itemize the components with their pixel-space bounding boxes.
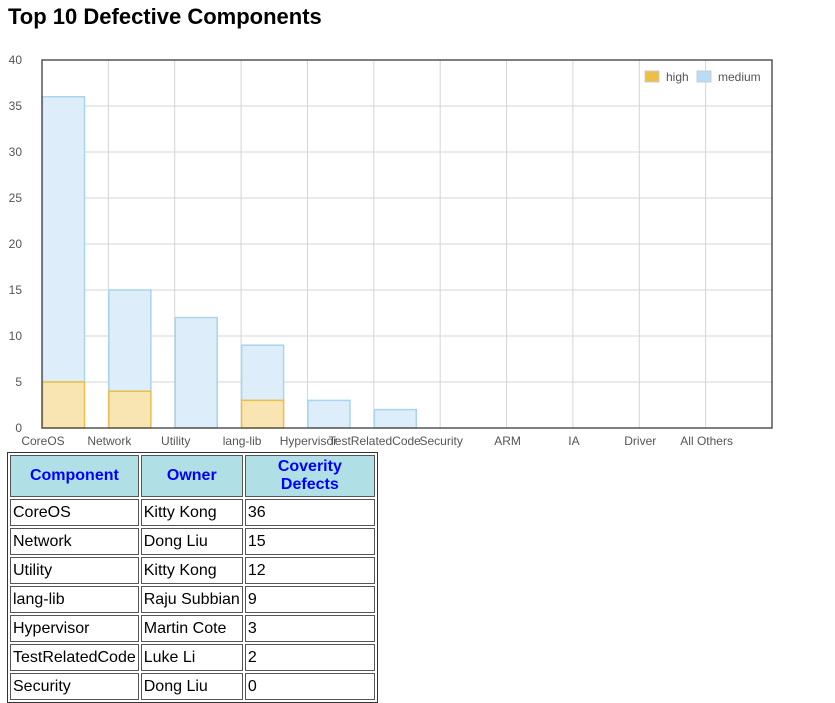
cell-component: Network [10,528,139,555]
y-tick-label: 20 [9,237,23,251]
cell-owner: Raju Subbian [140,586,243,613]
bar-medium [240,344,285,402]
cell-owner: Dong Liu [140,673,243,700]
plot-border [41,59,773,429]
table-row: Utility Kitty Kong 12 [10,557,375,584]
table-row: TestRelatedCode Luke Li 2 [10,644,375,671]
header-component: Component [10,455,139,497]
bar-high [240,399,285,429]
table-row: CoreOS Kitty Kong 36 [10,499,375,526]
table-row: Network Dong Liu 15 [10,528,375,555]
cell-defects: 9 [244,586,375,613]
x-tick-label: All Others [680,434,733,448]
cell-defects: 0 [244,673,375,700]
bar-high [108,390,152,429]
table-row: Hypervisor Martin Cote 3 [10,615,375,642]
bar-medium [373,408,418,429]
bar-high [41,381,86,429]
y-tick-label: 40 [9,53,23,67]
cell-defects: 2 [244,644,375,671]
cell-owner: Martin Cote [140,615,243,642]
legend-swatch-medium [696,70,712,83]
y-tick-label: 15 [9,283,23,297]
x-tick-label: Security [420,434,463,448]
page-title: Top 10 Defective Components [8,4,322,29]
cell-component: CoreOS [10,499,139,526]
x-tick-label: CoreOS [21,434,64,448]
cell-defects: 15 [244,528,375,555]
bar-medium [174,316,218,429]
legend-label-medium: medium [718,70,761,84]
legend-swatch-high [644,70,660,83]
legend-label-high: high [666,70,689,84]
header-owner: Owner [140,455,243,497]
x-tick-label: Driver [624,434,656,448]
defects-table: Component Owner Coverity Defects CoreOS … [7,452,378,703]
cell-component: Utility [10,557,139,584]
cell-owner: Kitty Kong [140,499,243,526]
header-coverity-defects: Coverity Defects [244,455,375,497]
cell-owner: Kitty Kong [140,557,243,584]
cell-owner: Luke Li [140,644,243,671]
cell-component: TestRelatedCode [10,644,139,671]
cell-defects: 12 [244,557,375,584]
x-tick-label: Utility [161,434,190,448]
x-tick-label: TestRelatedCode [329,434,421,448]
x-tick-label: Network [87,434,132,448]
y-tick-label: 10 [9,329,23,343]
table-row: lang-lib Raju Subbian 9 [10,586,375,613]
table-header-row: Component Owner Coverity Defects [10,455,375,497]
y-tick-label: 5 [15,375,22,389]
x-tick-label: lang-lib [223,434,262,448]
y-tick-label: 30 [9,145,23,159]
cell-defects: 3 [244,615,375,642]
x-tick-label: ARM [494,434,521,448]
y-tick-label: 0 [15,421,22,435]
cell-owner: Dong Liu [140,528,243,555]
bar-medium [41,96,86,383]
x-tick-label: IA [568,434,579,448]
cell-component: Hypervisor [10,615,139,642]
bar-medium [108,289,152,392]
y-tick-label: 35 [9,99,23,113]
x-tick-label: Hypervisor [280,434,337,448]
cell-component: lang-lib [10,586,139,613]
cell-component: Security [10,673,139,700]
y-tick-label: 25 [9,191,23,205]
table-row: Security Dong Liu 0 [10,673,375,700]
cell-defects: 36 [244,499,375,526]
defects-chart: 0 5 10 15 20 25 30 35 40 CoreOS Network Utility lang… [9,53,773,448]
bar-medium [307,399,351,429]
